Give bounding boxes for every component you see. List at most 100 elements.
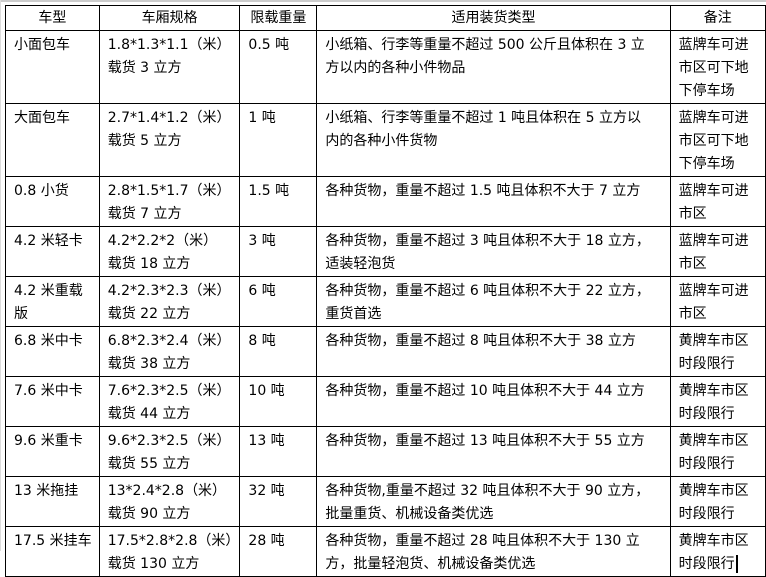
cell-note-line: 下停车场 [678,156,735,172]
cell-cargo-line: 各种货物,重量不超过 32 吨且体积不大于 90 立方， [325,483,650,499]
cell-cargo: 各种货物，重量不超过 13 吨且体积不大于 55 立方 [316,426,671,477]
cell-note-line: 蓝牌车可进 [678,37,749,53]
cell-spec: 4.2*2.2*2（米） 载货 18 立方 [98,226,241,277]
cell-load-line: 1.5 吨 [248,183,290,199]
cell-note: 蓝牌车可进 市区 [669,276,766,327]
cell-note-line: 市区 [678,256,707,272]
cell-note: 黄牌车市区 时段限行 [669,526,766,577]
table-row: 7.6 米中卡 7.6*2.3*2.5（米） 载货 44 立方 10 吨 各种货物，重量… [5,376,766,427]
cell-spec: 6.8*2.3*2.4（米） 载货 38 立方 [98,326,241,377]
cell-note-line: 下停车场 [678,83,735,99]
cell-type-line: 0.8 小货 [14,183,69,199]
cell-type-line: 7.6 米中卡 [14,383,83,399]
table-row: 4.2 米轻卡 4.2*2.2*2（米） 载货 18 立方 3 吨 各种货物，重量不超过… [5,226,766,277]
cell-type-line: 4.2 米重载 [14,283,83,299]
cell-load-line: 13 吨 [248,433,285,449]
text-cursor [735,555,738,573]
cell-type: 大面包车 [5,103,100,177]
cell-cargo-line: 各种货物，重量不超过 6 吨且体积不大于 22 立方， [325,283,650,299]
page-top-border [0,0,766,2]
table-row: 大面包车 2.7*1.4*1.2（米） 载货 5 立方 1 吨 小纸箱、行李等重量不超过… [5,103,766,177]
page-left-border [0,0,1,551]
header-cargo: 适用装货类型 [316,5,671,31]
cell-load: 13 吨 [239,426,318,477]
cell-load-line: 10 吨 [248,383,285,399]
cell-note-line: 时段限行 [678,356,735,372]
cell-spec-line: 载货 38 立方 [107,356,191,372]
header-row: 车型 车厢规格 限载重量 适用装货类型 备注 [5,5,766,31]
cell-note-line: 市区 [678,306,707,322]
cell-load-line: 0.5 吨 [248,37,290,53]
header-note: 备注 [669,5,766,31]
header-type: 车型 [5,5,100,31]
cell-cargo-line: 方，批量轻泡货、机械设备类优选 [325,556,536,572]
table-row: 0.8 小货 2.8*1.5*1.7（米） 载货 7 立方 1.5 吨 各种货物，重量不… [5,176,766,227]
cell-spec: 2.8*1.5*1.7（米） 载货 7 立方 [98,176,241,227]
cell-cargo-line: 适装轻泡货 [325,256,396,272]
cell-type: 17.5 米挂车 [5,526,100,577]
cell-spec-line: 载货 5 立方 [107,133,182,149]
cell-spec-line: 4.2*2.3*2.3（米） [107,283,231,299]
cell-note: 黄牌车市区 时段限行 [669,326,766,377]
cell-type-line: 9.6 米重卡 [14,433,83,449]
cell-type-line: 4.2 米轻卡 [14,233,83,249]
cell-load: 1 吨 [239,103,318,177]
header-load: 限载重量 [239,5,318,31]
cell-cargo-line: 各种货物，重量不超过 28 吨且体积不大于 130 立 [325,533,640,549]
cell-spec-line: 载货 55 立方 [107,456,191,472]
cell-type-line: 6.8 米中卡 [14,333,83,349]
cell-note-line: 蓝牌车可进 [678,183,749,199]
cell-spec-line: 载货 22 立方 [107,306,191,322]
cell-spec-line: 13*2.4*2.8（米） [107,483,227,499]
cell-note: 黄牌车市区 时段限行 [669,376,766,427]
cell-cargo: 各种货物，重量不超过 6 吨且体积不大于 22 立方， 重货首选 [316,276,671,327]
cell-load-line: 6 吨 [248,283,276,299]
cell-spec-line: 4.2*2.2*2（米） [107,233,218,249]
cell-type: 9.6 米重卡 [5,426,100,477]
cell-spec: 2.7*1.4*1.2（米） 载货 5 立方 [98,103,241,177]
cell-spec: 9.6*2.3*2.5（米） 载货 55 立方 [98,426,241,477]
cell-cargo: 小纸箱、行李等重量不超过 1 吨且体积在 5 立方以 内的各种小件货物 [316,103,671,177]
table-row: 6.8 米中卡 6.8*2.3*2.4（米） 载货 38 立方 8 吨 各种货物，重量不… [5,326,766,377]
cell-load-line: 8 吨 [248,333,276,349]
cell-cargo-line: 重货首选 [325,306,382,322]
cell-type: 4.2 米轻卡 [5,226,100,277]
cell-load-line: 3 吨 [248,233,276,249]
cell-type: 小面包车 [5,30,100,104]
cell-type: 6.8 米中卡 [5,326,100,377]
cell-note-line: 时段限行 [678,506,735,522]
cell-load: 0.5 吨 [239,30,318,104]
table-row: 小面包车 1.8*1.3*1.1（米） 载货 3 立方 0.5 吨 小纸箱、行李等重量不… [5,30,766,104]
cell-type: 0.8 小货 [5,176,100,227]
cell-cargo-line: 小纸箱、行李等重量不超过 500 公斤且体积在 3 立 [325,37,645,53]
cell-cargo: 各种货物，重量不超过 3 吨且体积不大于 18 立方， 适装轻泡货 [316,226,671,277]
cell-load: 1.5 吨 [239,176,318,227]
cell-type: 4.2 米重载版 [5,276,100,327]
cell-load: 28 吨 [239,526,318,577]
cell-type-line: 大面包车 [14,110,70,126]
table-row: 9.6 米重卡 9.6*2.3*2.5（米） 载货 55 立方 13 吨 各种货物，重量… [5,426,766,477]
cell-type: 13 米拖挂 [5,476,100,527]
cell-cargo-line: 内的各种小件货物 [325,133,438,149]
cell-note-line: 市区 [678,206,707,222]
cell-spec: 13*2.4*2.8（米） 载货 90 立方 [98,476,241,527]
cell-load-line: 32 吨 [248,483,285,499]
cell-note-line: 蓝牌车可进 [678,110,749,126]
cell-cargo: 各种货物，重量不超过 1.5 吨且体积不大于 7 立方 [316,176,671,227]
cell-spec-line: 载货 44 立方 [107,406,191,422]
cell-cargo-line: 小纸箱、行李等重量不超过 1 吨且体积在 5 立方以 [325,110,641,126]
cell-cargo-line: 各种货物，重量不超过 3 吨且体积不大于 18 立方， [325,233,650,249]
cell-load: 6 吨 [239,276,318,327]
cell-spec-line: 载货 130 立方 [107,556,200,572]
cell-spec: 17.5*2.8*2.8（米） 载货 130 立方 [98,526,241,577]
cell-cargo: 各种货物，重量不超过 8 吨且体积不大于 38 立方 [316,326,671,377]
cell-load: 8 吨 [239,326,318,377]
cell-cargo: 各种货物，重量不超过 10 吨且体积不大于 44 立方 [316,376,671,427]
cell-note: 蓝牌车可进 市区可下地 下停车场 [669,30,766,104]
cell-spec-line: 1.8*1.3*1.1（米） [107,37,231,53]
cell-cargo-line: 各种货物，重量不超过 10 吨且体积不大于 44 立方 [325,383,645,399]
cell-note-line: 黄牌车市区 [678,433,749,449]
cell-note-line: 蓝牌车可进 [678,283,749,299]
cell-note: 蓝牌车可进 市区 [669,176,766,227]
cell-spec-line: 9.6*2.3*2.5（米） [107,433,231,449]
